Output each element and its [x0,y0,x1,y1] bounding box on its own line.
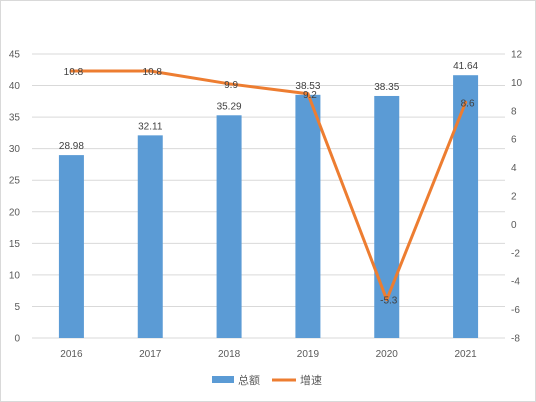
line-point [148,69,152,73]
legend: 总额 增速 [212,373,322,387]
line-data-label: 8.6 [461,98,475,109]
x-tick-label: 2017 [139,349,162,360]
legend-bar-label: 总额 [238,373,260,387]
left-tick-label: 45 [9,50,21,61]
line-point [306,92,310,96]
right-tick-label: 4 [511,163,517,174]
bar [295,94,321,338]
right-tick-label: -4 [511,277,520,288]
left-axis-ticks: 0 5 10 15 20 25 30 35 40 45 [9,50,21,345]
legend-line-label: 增速 [300,373,322,387]
left-tick-label: 35 [9,113,21,124]
gridlines [32,53,505,339]
right-tick-label: 2 [511,192,517,203]
left-tick-label: 30 [9,144,21,155]
left-tick-label: 10 [9,270,21,281]
left-tick-label: 40 [9,81,21,92]
bar [453,75,479,339]
right-axis-ticks: -8 -6 -4 -2 0 2 4 6 8 10 12 [511,50,523,345]
line-series [69,69,468,302]
x-tick-label: 2020 [376,349,399,360]
right-tick-label: 10 [511,78,523,89]
bar-data-label: 38.53 [295,81,320,92]
right-tick-label: -6 [511,305,520,316]
bar-data-label: 38.35 [374,82,399,93]
x-tick-label: 2018 [218,349,241,360]
data-labels: 28.98 32.11 35.29 38.53 38.35 41.64 10.8 10.8 9.… [59,61,479,306]
right-tick-label: -2 [511,248,520,259]
right-tick-label: 0 [511,220,517,231]
bar-data-label: 32.11 [138,121,163,132]
line-data-label: 9.2 [303,90,317,101]
line-data-label: 9.9 [224,80,238,91]
legend-bar-swatch [212,376,234,383]
bar-data-label: 28.98 [59,141,84,152]
bar [216,115,242,339]
x-tick-label: 2016 [60,349,83,360]
bar [137,135,163,338]
right-tick-label: -8 [511,334,520,345]
line-data-label: -5.3 [380,296,398,307]
line-data-label: 10.8 [143,67,163,78]
right-tick-label: 8 [511,106,517,117]
line-point [69,69,73,73]
x-axis-ticks: 2016 2017 2018 2019 2020 2021 [60,349,477,360]
left-tick-label: 0 [14,334,20,345]
line-point [464,100,468,104]
left-tick-label: 20 [9,207,21,218]
x-tick-label: 2021 [454,349,477,360]
bar-data-label: 35.29 [217,101,242,112]
right-tick-label: 6 [511,135,517,146]
line-point [227,82,231,86]
bar-data-label: 41.64 [453,61,478,72]
line-point [385,298,389,302]
left-tick-label: 15 [9,239,21,250]
left-tick-label: 25 [9,176,21,187]
left-tick-label: 5 [14,302,20,313]
bar [58,155,84,338]
line-data-label: 10.8 [64,67,84,78]
line-path [69,69,468,302]
bar-series [58,75,479,339]
x-tick-label: 2019 [297,349,320,360]
right-tick-label: 12 [511,50,523,61]
